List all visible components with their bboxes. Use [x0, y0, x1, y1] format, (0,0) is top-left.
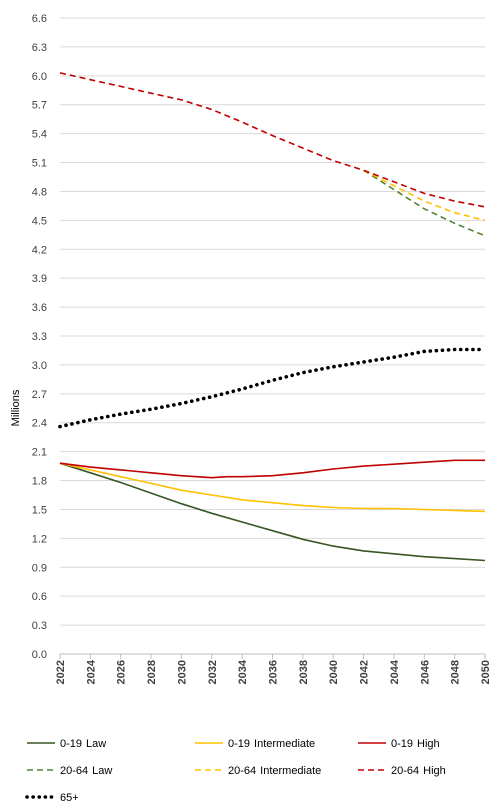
legend-label-part: 20-64	[60, 765, 88, 777]
legend-label: 0-19 Law	[60, 738, 106, 750]
x-tick-label: 2022	[55, 660, 67, 684]
legend-label: 0-19 Intermediate	[228, 738, 315, 750]
legend-label: 20-64 Intermediate	[228, 765, 321, 777]
y-tick-label: 0.6	[32, 591, 47, 603]
x-tick-label: 2034	[237, 659, 249, 684]
y-tick-label: 2.7	[32, 389, 47, 401]
y-tick-label: 0.3	[32, 620, 47, 632]
x-tick-label: 2026	[116, 660, 128, 684]
y-tick-label: 4.8	[32, 186, 47, 198]
y-tick-label: 3.3	[32, 331, 47, 343]
legend-label-part: High	[423, 765, 446, 777]
x-tick-label: 2046	[419, 660, 431, 684]
y-axis-label: Millions	[10, 389, 22, 426]
x-axis-ticks: 2022 2024 2026 2028 2030 2032 2034 2036 2038 2040…	[55, 659, 492, 684]
y-tick-label: 6.3	[32, 42, 47, 54]
x-tick-label: 2036	[268, 660, 280, 684]
x-tick-label: 2042	[359, 660, 371, 684]
y-axis-ticks: 0.0 0.3 0.6 0.9 1.2 1.5 1.8 2.1 2.4 2.7 3.0 3.3 3.6 3…	[32, 13, 47, 661]
x-tick-label: 2038	[298, 660, 310, 684]
y-tick-label: 3.0	[32, 360, 47, 372]
y-tick-label: 2.4	[32, 418, 47, 430]
y-tick-label: 1.5	[32, 504, 47, 516]
legend-label-part: Law	[92, 765, 112, 777]
x-tick-label: 2028	[146, 660, 158, 684]
y-tick-label: 2.1	[32, 447, 47, 459]
legend-label-part: Law	[86, 738, 106, 750]
y-tick-label: 6.0	[32, 71, 47, 83]
y-tick-label: 4.2	[32, 244, 47, 256]
legend-label: 0-19 High	[391, 738, 440, 750]
y-tick-label: 3.6	[32, 302, 47, 314]
x-tick-label: 2044	[389, 659, 401, 684]
legend-label: 20-64 Law	[60, 765, 112, 777]
y-tick-label: 3.9	[32, 273, 47, 285]
x-tick-label: 2050	[480, 660, 492, 684]
y-tick-label: 1.2	[32, 533, 47, 545]
x-tick-label: 2030	[176, 660, 188, 684]
legend-label-part: 0-19	[60, 738, 82, 750]
x-tick-label: 2032	[207, 660, 219, 684]
y-tick-label: 5.4	[32, 129, 47, 141]
series-line-0-19-law	[59, 462, 486, 562]
series-line-20-64-high	[59, 72, 486, 208]
legend-label-part: 0-19	[228, 738, 250, 750]
y-tick-label: 6.6	[32, 13, 47, 25]
legend-label-part: 65+	[60, 792, 79, 804]
x-axis	[59, 653, 486, 659]
legend-label-part: 0-19	[391, 738, 413, 750]
series-lines	[58, 72, 487, 562]
x-tick-label: 2040	[328, 660, 340, 684]
y-tick-label: 5.1	[32, 158, 47, 170]
legend-label: 20-64 High	[391, 765, 446, 777]
series-line-65-	[58, 347, 487, 429]
x-tick-label: 2048	[450, 660, 462, 684]
gridlines	[60, 17, 485, 655]
y-tick-label: 0.9	[32, 562, 47, 574]
legend-label-part: Intermediate	[260, 765, 321, 777]
y-tick-label: 0.0	[32, 649, 47, 661]
legend-label-part: 20-64	[228, 765, 256, 777]
series-line-20-64-law	[363, 169, 486, 237]
x-tick-label: 2024	[85, 659, 97, 684]
legend-label-part: Intermediate	[254, 738, 315, 750]
y-tick-label: 5.7	[32, 100, 47, 112]
series-line-20-64-intermediate	[363, 169, 486, 222]
legend-label-part: 20-64	[391, 765, 419, 777]
series-line-0-19-intermediate	[59, 462, 486, 513]
legend-label-part: High	[417, 738, 440, 750]
legend-label: 65+	[60, 792, 79, 804]
y-tick-label: 1.8	[32, 476, 47, 488]
series-line-0-19-high	[59, 459, 485, 479]
y-tick-label: 4.5	[32, 215, 47, 227]
